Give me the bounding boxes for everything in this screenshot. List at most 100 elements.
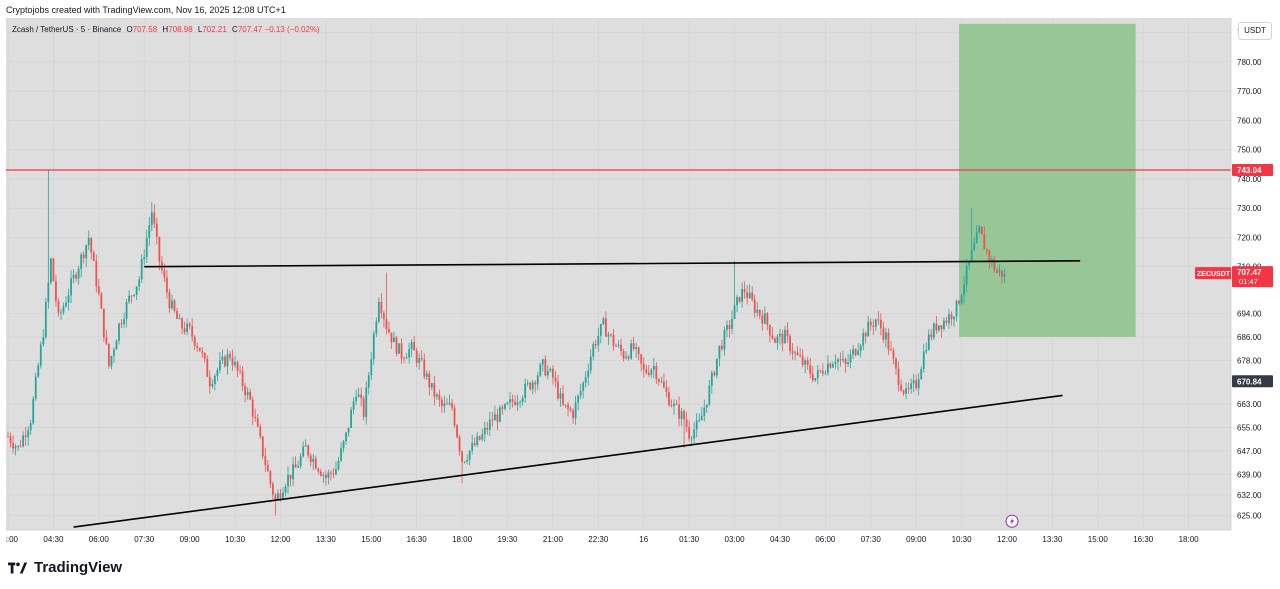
price-tick-label: 740.00 (1237, 175, 1262, 184)
triangle-upper-trendline[interactable] (144, 260, 1081, 268)
candle-body (196, 345, 199, 348)
candle-body (900, 384, 902, 391)
candle-body (496, 414, 499, 422)
candle-body (748, 292, 751, 298)
candle-body (736, 296, 738, 306)
candle-body (87, 238, 90, 246)
time-axis[interactable] (6, 530, 1274, 548)
target-zone[interactable] (959, 23, 1136, 337)
currency-button[interactable]: USDT (1238, 22, 1272, 40)
last-price-tag (1232, 266, 1273, 288)
candle-body (536, 375, 539, 385)
price-tick-label: 760.00 (1237, 116, 1262, 125)
candle-body (299, 456, 302, 467)
time-tick-label: 13:30 (1042, 535, 1063, 544)
candle-body (579, 390, 582, 396)
candle-body (804, 360, 807, 365)
candle-body (456, 425, 458, 438)
candle-body (958, 300, 960, 304)
candle-body (22, 435, 25, 447)
candle-body (102, 308, 105, 338)
candle-body (148, 225, 151, 239)
time-tick-label: 16:30 (1133, 535, 1154, 544)
candle-body (428, 373, 431, 388)
candle-body (610, 334, 612, 336)
candle-body (509, 399, 511, 403)
time-tick-label: 10:30 (225, 535, 246, 544)
candle-body (559, 393, 562, 399)
candle-body (307, 445, 310, 456)
candle-body (158, 237, 161, 262)
candle-body (309, 455, 312, 462)
candle-body (741, 289, 744, 302)
candle-body (917, 379, 920, 389)
candle-body (791, 350, 794, 354)
candle-body (859, 345, 862, 351)
candle-body (143, 257, 146, 259)
candle-body (229, 354, 231, 358)
candle-body (521, 398, 524, 402)
candle-body (574, 402, 577, 419)
candle-body (266, 464, 269, 472)
candle-body (234, 361, 236, 366)
time-tick-label: 10:30 (952, 535, 973, 544)
time-tick-label: 13:30 (316, 535, 337, 544)
candle-body (821, 370, 824, 374)
candle-body (993, 259, 996, 271)
candle-body (511, 399, 514, 402)
candle-body (47, 282, 50, 303)
price-label-text: 743.04 (1237, 166, 1262, 175)
time-tick-label: 03:00 (725, 535, 746, 544)
candle-body (811, 373, 814, 381)
candle-body (514, 401, 516, 405)
candle-body (224, 356, 226, 367)
time-tick-label: 06:00 (89, 535, 110, 544)
candle-body (572, 410, 574, 419)
price-chart[interactable]: 790.00780.00770.00760.00750.00740.00730.… (6, 18, 1274, 548)
time-tick-label: 03:00 (6, 535, 19, 544)
candle-body (128, 295, 130, 302)
candle-body (751, 292, 754, 300)
candle-body (382, 312, 385, 320)
symbol-tag[interactable] (1195, 267, 1231, 280)
candle-body (786, 329, 789, 337)
candle-body (430, 382, 433, 388)
candle-body (627, 356, 630, 359)
candle-body (85, 245, 88, 259)
candle-body (710, 372, 713, 386)
time-tick-label: 18:00 (452, 535, 473, 544)
candle-body (284, 486, 287, 493)
candle-body (193, 336, 196, 346)
candle-body (955, 300, 958, 317)
price-tick-label: 632.00 (1237, 491, 1262, 500)
candle-body (753, 299, 756, 313)
bar-countdown-text: 01:47 (1239, 277, 1258, 286)
candle-body (342, 441, 345, 449)
candle-body (347, 427, 350, 433)
symbol-name[interactable]: Zcash / TetherUS · 5 · Binance (12, 25, 122, 34)
candle-body (602, 318, 605, 325)
candle-body (335, 469, 337, 475)
candle-body (360, 394, 363, 399)
candle-body (120, 323, 123, 325)
price-tick-label: 750.00 (1237, 146, 1262, 155)
candle-body (150, 212, 153, 226)
candle-body (443, 403, 446, 407)
candle-body (932, 323, 935, 338)
candle-body (607, 334, 610, 337)
change-value: −0.13 (−0.02%) (264, 25, 320, 34)
candle-body (163, 270, 166, 278)
price-tick-label: 730.00 (1237, 204, 1262, 213)
price-tick-label: 655.00 (1237, 424, 1262, 433)
candle-body (854, 349, 857, 355)
candle-body (864, 333, 867, 337)
candle-body (446, 403, 448, 405)
candle-body (289, 474, 292, 480)
candle-body (340, 448, 342, 461)
candle-body (552, 368, 554, 378)
time-tick-label: 16 (639, 535, 648, 544)
candle-body (67, 295, 70, 303)
triangle-lower-trendline[interactable] (73, 394, 1063, 528)
candle-body (17, 445, 19, 447)
candle-body (690, 438, 693, 440)
